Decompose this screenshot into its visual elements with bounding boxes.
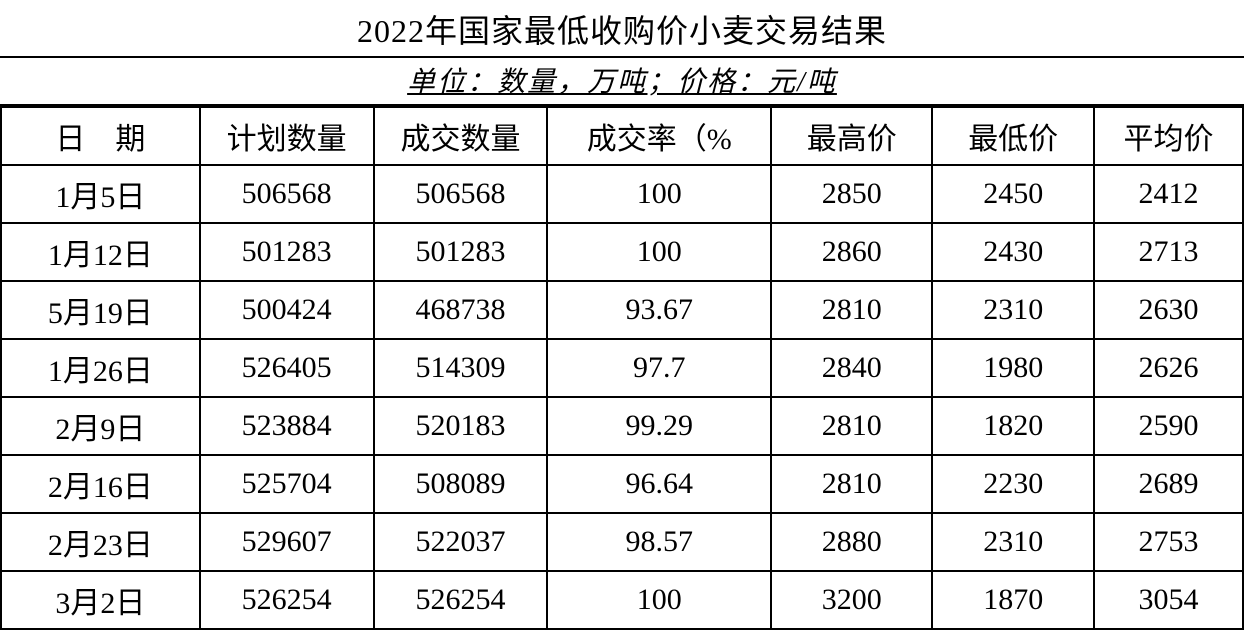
cell-avg: 2412 — [1094, 165, 1243, 223]
table-row: 2月9日52388452018399.29281018202590 — [1, 397, 1243, 455]
cell-plan_qty: 526405 — [200, 339, 374, 397]
cell-low: 2430 — [932, 223, 1093, 281]
cell-low: 2450 — [932, 165, 1093, 223]
cell-deal_qty: 522037 — [374, 513, 548, 571]
cell-avg: 2630 — [1094, 281, 1243, 339]
cell-low: 1870 — [932, 571, 1093, 629]
cell-deal_qty: 508089 — [374, 455, 548, 513]
table-row: 5月19日50042446873893.67281023102630 — [1, 281, 1243, 339]
cell-plan_qty: 529607 — [200, 513, 374, 571]
table-row: 2月16日52570450808996.64281022302689 — [1, 455, 1243, 513]
cell-plan_qty: 500424 — [200, 281, 374, 339]
cell-date: 3月2日 — [1, 571, 200, 629]
cell-high: 3200 — [771, 571, 932, 629]
table-row: 2月23日52960752203798.57288023102753 — [1, 513, 1243, 571]
cell-high: 2880 — [771, 513, 932, 571]
cell-avg: 3054 — [1094, 571, 1243, 629]
cell-plan_qty: 506568 — [200, 165, 374, 223]
cell-high: 2810 — [771, 397, 932, 455]
cell-rate: 100 — [547, 223, 771, 281]
cell-low: 1820 — [932, 397, 1093, 455]
cell-avg: 2713 — [1094, 223, 1243, 281]
cell-rate: 93.67 — [547, 281, 771, 339]
table-row: 1月12日501283501283100286024302713 — [1, 223, 1243, 281]
col-header-deal: 成交数量 — [374, 107, 548, 165]
table-container: 2022年国家最低收购价小麦交易结果 单位：数量，万吨；价格：元/吨 日 期 计… — [0, 0, 1244, 540]
cell-deal_qty: 520183 — [374, 397, 548, 455]
cell-rate: 97.7 — [547, 339, 771, 397]
col-header-low: 最低价 — [932, 107, 1093, 165]
cell-low: 2310 — [932, 513, 1093, 571]
cell-date: 1月12日 — [1, 223, 200, 281]
cell-rate: 100 — [547, 571, 771, 629]
col-header-plan: 计划数量 — [200, 107, 374, 165]
col-header-avg: 平均价 — [1094, 107, 1243, 165]
col-header-rate: 成交率（% — [547, 107, 771, 165]
cell-rate: 100 — [547, 165, 771, 223]
cell-avg: 2626 — [1094, 339, 1243, 397]
cell-low: 2310 — [932, 281, 1093, 339]
cell-avg: 2753 — [1094, 513, 1243, 571]
cell-plan_qty: 526254 — [200, 571, 374, 629]
cell-deal_qty: 468738 — [374, 281, 548, 339]
cell-date: 1月5日 — [1, 165, 200, 223]
page-subtitle: 单位：数量，万吨；价格：元/吨 — [0, 58, 1244, 106]
cell-avg: 2590 — [1094, 397, 1243, 455]
cell-rate: 96.64 — [547, 455, 771, 513]
cell-plan_qty: 501283 — [200, 223, 374, 281]
col-header-high: 最高价 — [771, 107, 932, 165]
cell-high: 2840 — [771, 339, 932, 397]
table-header-row: 日 期 计划数量 成交数量 成交率（% 最高价 最低价 平均价 — [1, 107, 1243, 165]
cell-low: 2230 — [932, 455, 1093, 513]
table-row: 1月5日506568506568100285024502412 — [1, 165, 1243, 223]
cell-deal_qty: 526254 — [374, 571, 548, 629]
cell-high: 2860 — [771, 223, 932, 281]
cell-date: 2月23日 — [1, 513, 200, 571]
data-table: 日 期 计划数量 成交数量 成交率（% 最高价 最低价 平均价 1月5日5065… — [0, 106, 1244, 630]
page-title: 2022年国家最低收购价小麦交易结果 — [0, 0, 1244, 58]
cell-avg: 2689 — [1094, 455, 1243, 513]
cell-low: 1980 — [932, 339, 1093, 397]
cell-plan_qty: 523884 — [200, 397, 374, 455]
cell-date: 5月19日 — [1, 281, 200, 339]
cell-rate: 99.29 — [547, 397, 771, 455]
cell-deal_qty: 501283 — [374, 223, 548, 281]
cell-rate: 98.57 — [547, 513, 771, 571]
cell-deal_qty: 506568 — [374, 165, 548, 223]
cell-high: 2810 — [771, 281, 932, 339]
cell-deal_qty: 514309 — [374, 339, 548, 397]
col-header-date: 日 期 — [1, 107, 200, 165]
table-row: 1月26日52640551430997.7284019802626 — [1, 339, 1243, 397]
cell-date: 1月26日 — [1, 339, 200, 397]
cell-date: 2月16日 — [1, 455, 200, 513]
table-row: 3月2日526254526254100320018703054 — [1, 571, 1243, 629]
cell-date: 2月9日 — [1, 397, 200, 455]
cell-high: 2850 — [771, 165, 932, 223]
cell-plan_qty: 525704 — [200, 455, 374, 513]
cell-high: 2810 — [771, 455, 932, 513]
